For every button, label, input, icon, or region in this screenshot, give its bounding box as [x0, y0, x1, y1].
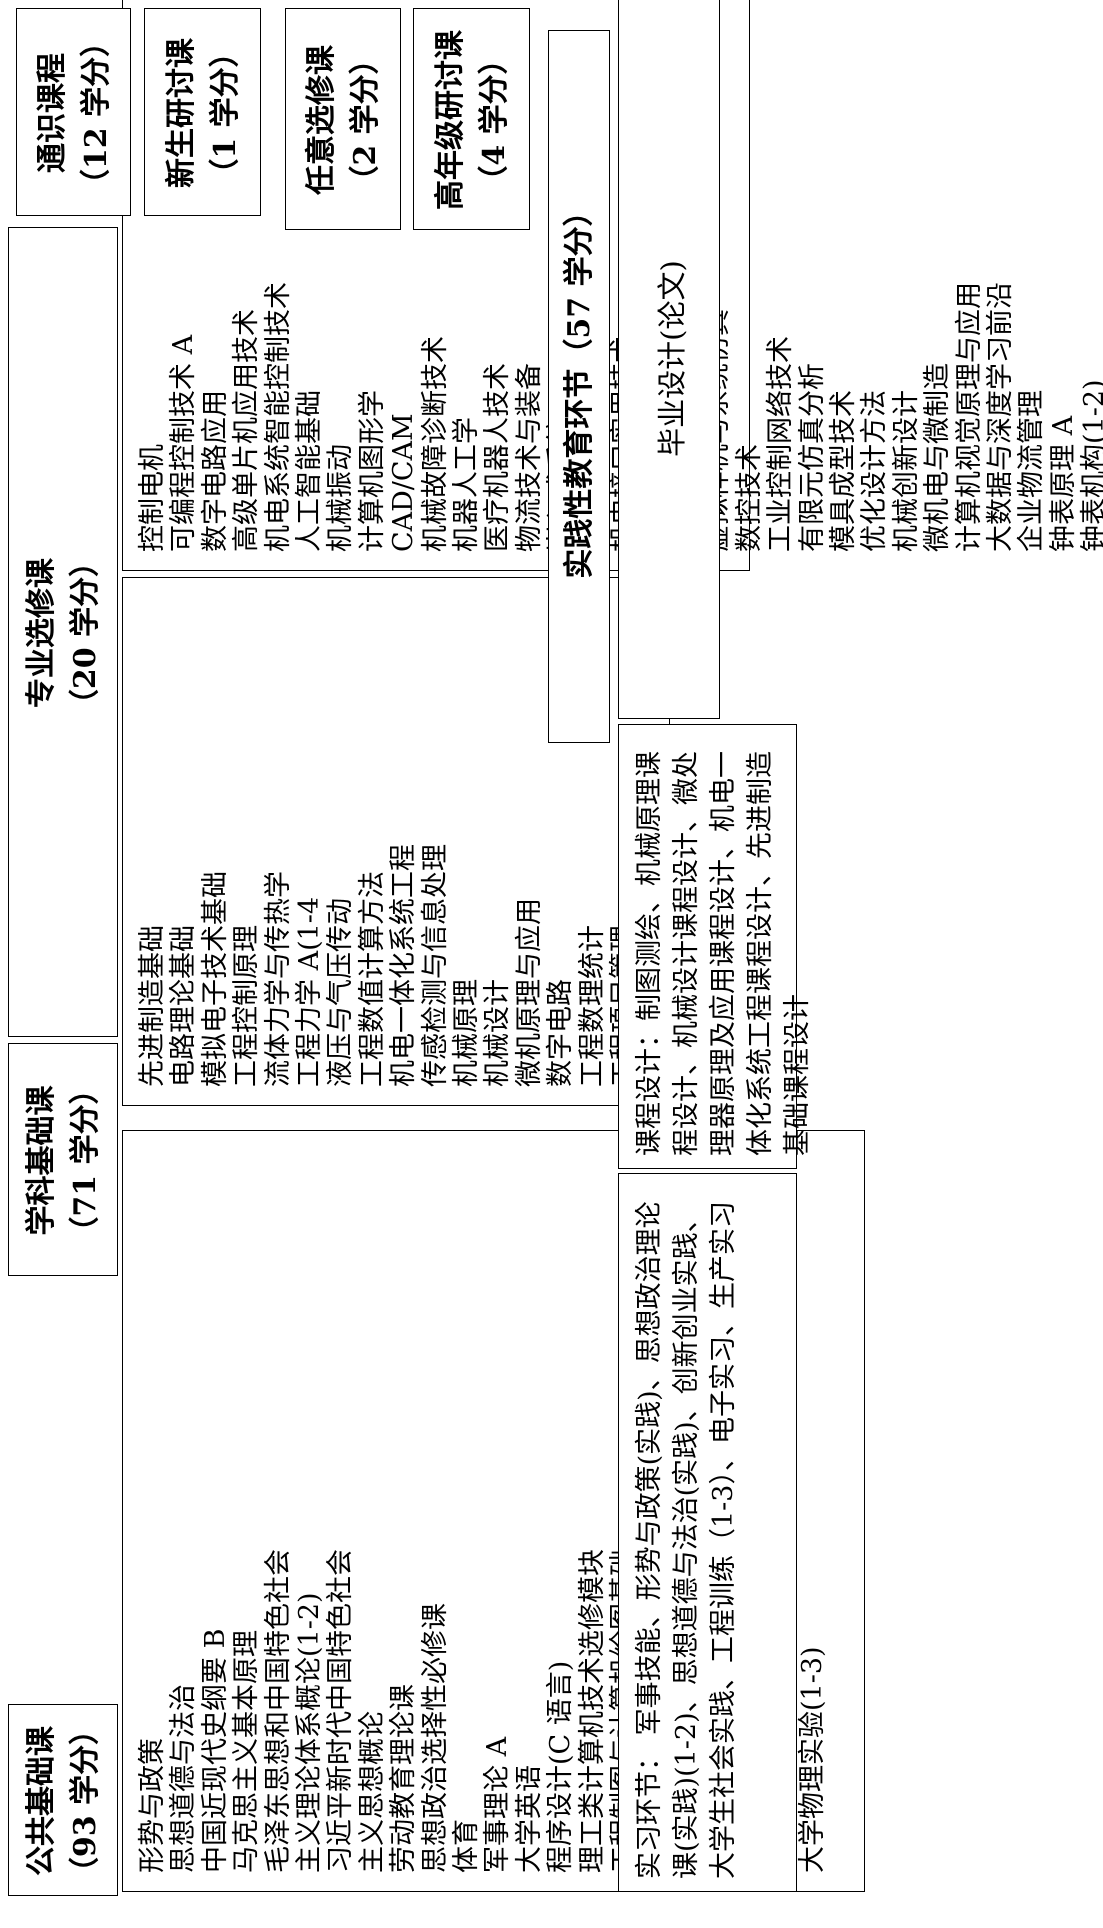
discipline-basic-course-item: 先进制造基础: [137, 925, 168, 1087]
public-basic-header-box: 公共基础课 （93 学分）: [8, 1704, 118, 1896]
public-basic-course-item: 军事理论 A: [482, 1736, 514, 1873]
internship-text: 实习环节： 军事技能、形势与政策(实践)、思想政治理论课(实践)(1-2)、思想…: [634, 1201, 739, 1879]
discipline-basic-course-item: 电路理论基础: [168, 925, 200, 1087]
major-elective-course-item: 企业物流管理: [1016, 390, 1048, 552]
major-elective-course-item: 机械创新设计: [890, 390, 922, 552]
public-basic-course-item: 形势与政策: [137, 1738, 168, 1873]
public-basic-header: 公共基础课 （93 学分）: [9, 1705, 119, 1897]
discipline-basic-course-item: 机械设计: [482, 979, 514, 1087]
practice-header-box: 实践性教育环节（57 学分）: [548, 30, 610, 743]
general-title: 通识课程: [34, 53, 70, 173]
freshman-seminar: 新生研讨课 （1 学分）: [145, 9, 262, 217]
senior-seminar-title: 高年级研讨课: [432, 30, 468, 210]
discipline-basic-course-item: 液压与气压传动: [325, 898, 357, 1087]
free-elective: 任意选修课 （2 学分）: [286, 9, 402, 231]
public-basic-credits: （93 学分）: [68, 1714, 103, 1888]
discipline-basic-header-box: 学科基础课 （71 学分）: [8, 1043, 118, 1276]
course-design-text-wrap: 课程设计：制图测绘、机械原理课程设计、机械设计课程设计、微处理器原理及应用课程设…: [619, 725, 813, 1170]
public-basic-course-item: 程序设计(C 语言): [545, 1660, 577, 1873]
major-elective-course-item: 计算机视觉原理与应用: [953, 282, 985, 552]
public-basic-course-item: 主义理论体系概论(1-2): [294, 1592, 326, 1873]
major-elective-header: 专业选修课 （20 学分）: [9, 228, 119, 1038]
public-basic-course-item: 马克思主义基本原理: [231, 1630, 263, 1873]
free-elective-title: 任意选修课: [304, 45, 339, 195]
discipline-basic-course-item: 机电一体化系统工程: [388, 844, 420, 1087]
internship-text-wrap: 实习环节： 军事技能、形势与政策(实践)、思想政治理论课(实践)(1-2)、思想…: [619, 1174, 798, 1893]
major-elective-course-item: 优化设计方法: [859, 390, 891, 552]
freshman-seminar-credits: （1 学分）: [207, 37, 243, 189]
freshman-seminar-box: 新生研讨课 （1 学分）: [144, 8, 261, 216]
internship-box: 实习环节： 军事技能、形势与政策(实践)、思想政治理论课(实践)(1-2)、思想…: [618, 1173, 797, 1892]
general-course-box: 通识课程 （12 学分）: [16, 8, 131, 216]
public-basic-course-item: 主义思想概论: [356, 1711, 388, 1873]
public-basic-course-item: 大学英语: [513, 1765, 545, 1873]
course-design-box: 课程设计：制图测绘、机械原理课程设计、机械设计课程设计、微处理器原理及应用课程设…: [618, 724, 813, 1170]
discipline-basic-course-item: 流体力学与传热学: [262, 871, 294, 1087]
discipline-basic-course-item: 机械原理: [451, 979, 483, 1087]
general-credits: （12 学分）: [78, 26, 114, 200]
senior-seminar: 高年级研讨课 （4 学分）: [414, 9, 531, 231]
practice-header: 实践性教育环节（57 学分）: [549, 31, 611, 744]
senior-seminar-box: 高年级研讨课 （4 学分）: [413, 8, 530, 230]
major-elective-header-box: 专业选修课 （20 学分）: [8, 227, 118, 1037]
major-elective-course-item: 钟表原理 A: [1047, 415, 1079, 552]
discipline-basic-course-item: 工程控制原理: [231, 925, 263, 1087]
general-course: 通识课程 （12 学分）: [17, 9, 132, 217]
practice-title: 实践性教育环节（57 学分）: [562, 196, 597, 579]
thesis-text: 毕业设计(论文): [655, 260, 689, 457]
discipline-basic-credits: （71 学分）: [68, 1074, 103, 1247]
public-basic-course-item: 思想道德与法治: [168, 1684, 200, 1873]
senior-seminar-credits: （4 学分）: [476, 44, 512, 196]
major-elective-course-item: 工业控制网络技术: [765, 336, 797, 552]
major-elective-course-item: 微机电与微制造: [922, 363, 954, 552]
major-elective-credits: （20 学分）: [68, 546, 103, 720]
discipline-basic-title: 学科基础课: [24, 1085, 59, 1236]
public-basic-course-item: 毛泽东思想和中国特色社会: [262, 1549, 294, 1873]
freshman-seminar-title: 新生研讨课: [163, 38, 199, 188]
discipline-basic-course-item: 工程数值计算方法: [356, 871, 388, 1087]
discipline-basic-course-item: 微机原理与应用: [513, 898, 545, 1087]
major-elective-course-item: 数控技术: [733, 444, 765, 552]
discipline-basic-course-item: 工程力学 A(1-4: [294, 896, 326, 1087]
public-basic-course-item: 思想政治选择性必修课: [419, 1603, 451, 1873]
discipline-basic-header: 学科基础课 （71 学分）: [9, 1044, 119, 1277]
public-basic-course-item: 劳动教育理论课: [388, 1684, 420, 1873]
public-basic-course-item: 理工类计算机技术选修模块: [576, 1549, 608, 1873]
major-elective-title: 专业选修课: [24, 558, 59, 708]
discipline-basic-course-item: 模拟电子技术基础: [199, 871, 231, 1087]
major-elective-course-item: 钟表机构(1-2): [1079, 379, 1103, 552]
major-elective-course-item: 有限元仿真分析: [796, 363, 828, 552]
free-elective-box: 任意选修课 （2 学分）: [285, 8, 401, 230]
major-elective-course-item: 大数据与深度学习前沿: [984, 282, 1016, 552]
course-design-text: 课程设计：制图测绘、机械原理课程设计、机械设计课程设计、微处理器原理及应用课程设…: [634, 751, 813, 1156]
public-basic-course-item: 大学物理实验(1-3): [796, 1646, 828, 1873]
thesis-wrap: 毕业设计(论文): [619, 0, 721, 720]
public-basic-title: 公共基础课: [24, 1726, 59, 1876]
public-basic-course-item: 体育: [451, 1819, 483, 1873]
public-basic-course-item: 习近平新时代中国特色社会: [325, 1549, 357, 1873]
major-elective-course-item: 模具成型技术: [827, 390, 859, 552]
thesis-box: 毕业设计(论文): [618, 0, 720, 719]
free-elective-credits: （2 学分）: [348, 44, 383, 196]
discipline-basic-course-item: 传感检测与信息处理: [419, 844, 451, 1087]
public-basic-course-item: 中国近现代史纲要 B: [199, 1628, 231, 1873]
